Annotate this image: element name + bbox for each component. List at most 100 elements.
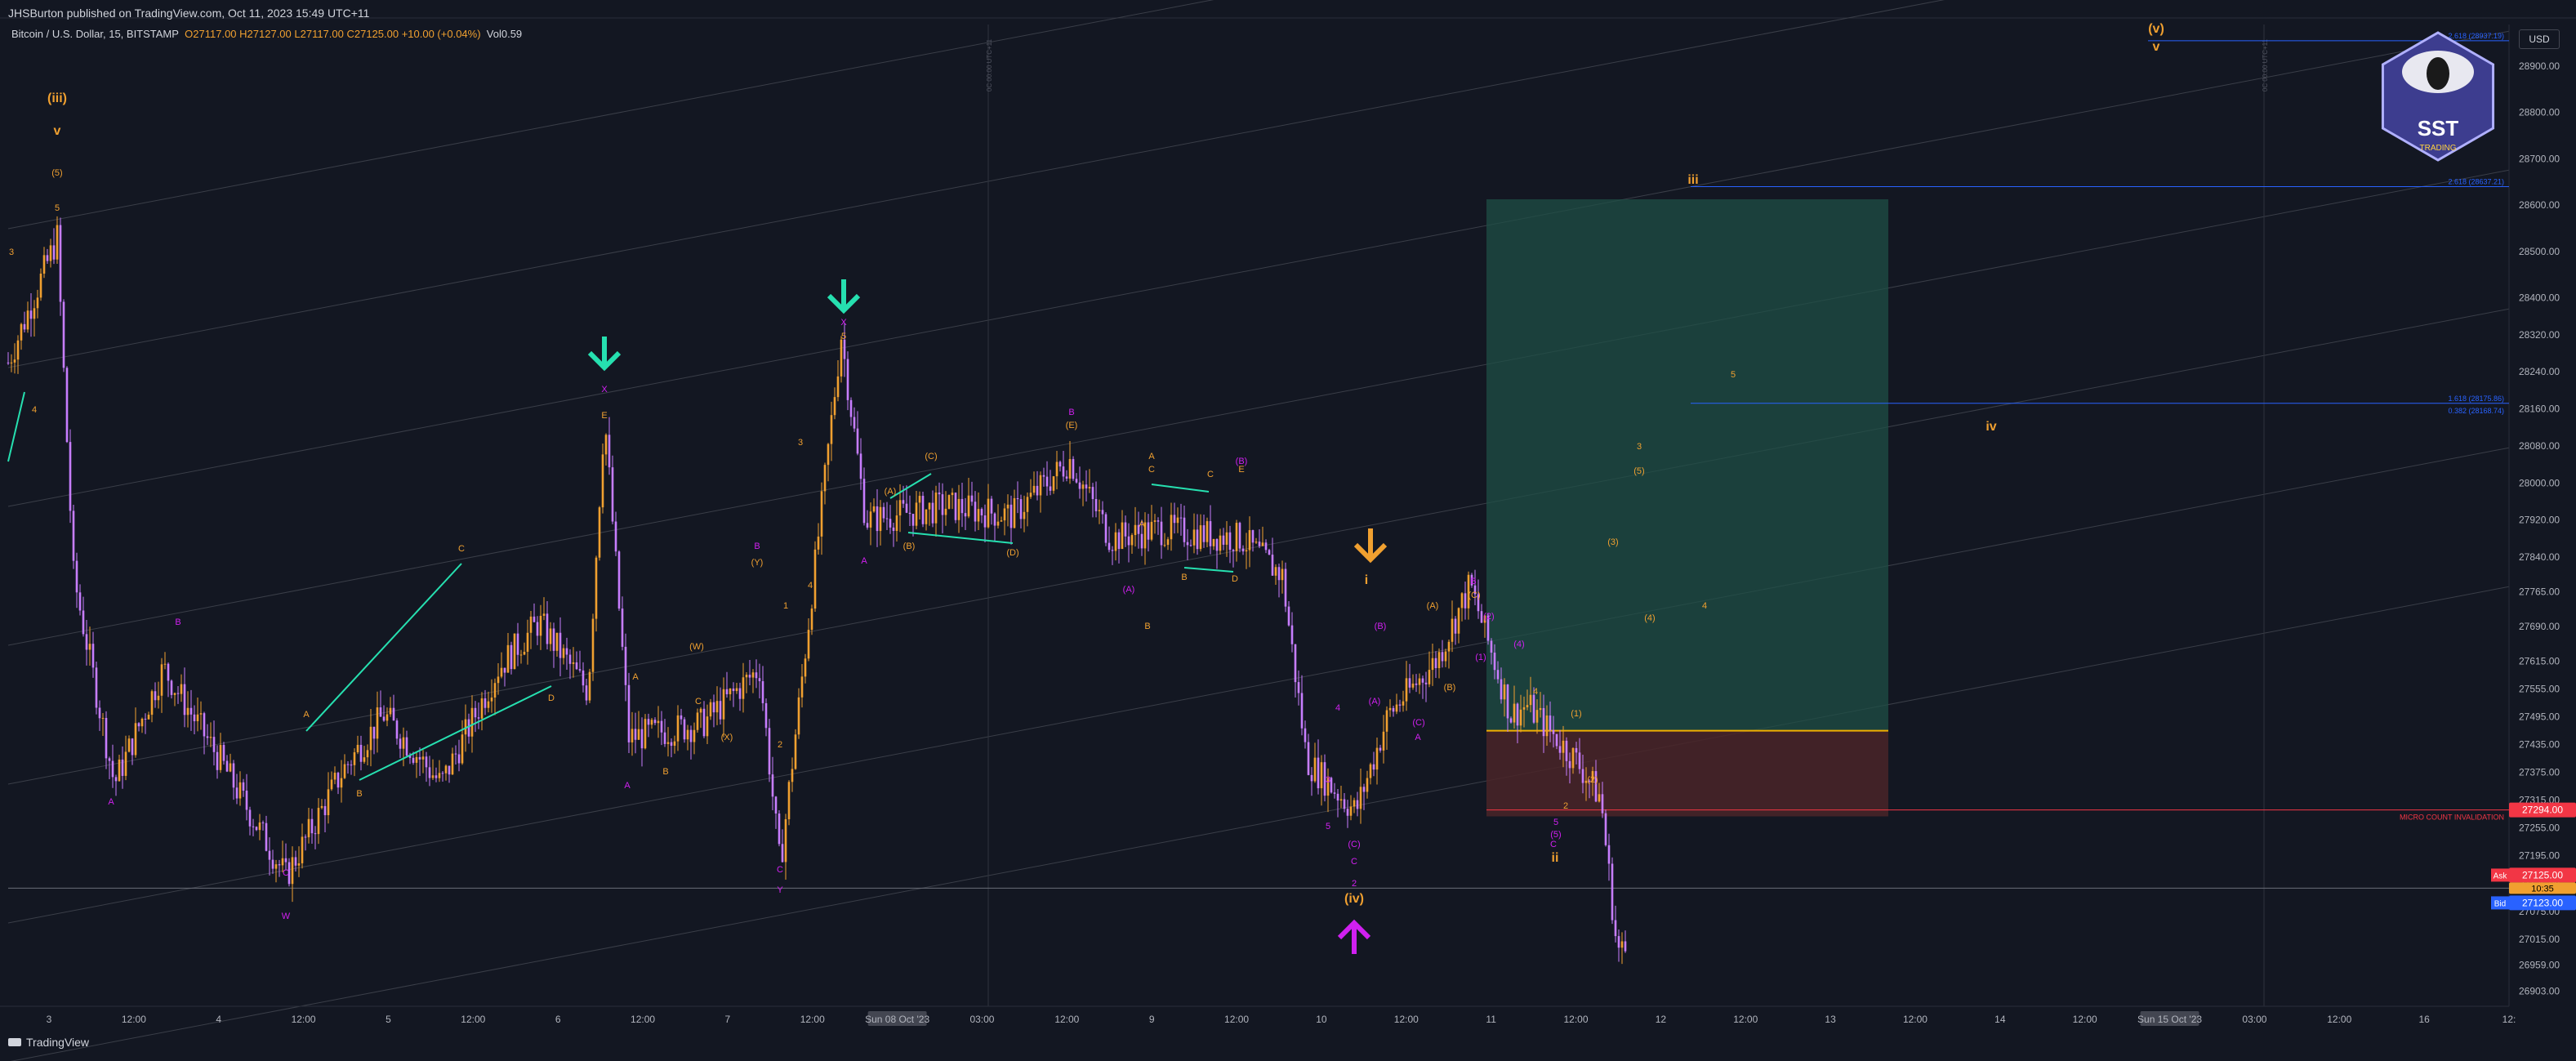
candle-body xyxy=(823,465,827,492)
candle-body xyxy=(1460,593,1464,609)
candle-body xyxy=(719,701,722,720)
candle xyxy=(75,552,78,609)
candle xyxy=(399,733,402,758)
candle xyxy=(1395,693,1398,715)
candle xyxy=(1019,494,1023,529)
candle xyxy=(591,613,595,681)
candle-body xyxy=(212,737,216,752)
candle xyxy=(435,767,438,782)
candle-body xyxy=(1506,684,1509,719)
candle-body xyxy=(369,726,372,751)
candle xyxy=(1607,833,1611,881)
volume-value: Vol0.59 xyxy=(486,28,523,40)
candle-body xyxy=(490,697,493,702)
candle xyxy=(36,289,39,319)
candle xyxy=(121,746,124,789)
candle-body xyxy=(902,500,905,504)
candle-body xyxy=(608,435,611,468)
candle xyxy=(330,771,333,791)
candle-body xyxy=(1611,863,1614,921)
candle-body xyxy=(967,495,970,517)
candle xyxy=(59,217,62,316)
candle xyxy=(1032,471,1036,496)
candle xyxy=(1219,528,1222,555)
candle xyxy=(137,722,140,732)
candle-body xyxy=(699,708,702,713)
y-tick-label: 27555.00 xyxy=(2519,684,2560,695)
candle-body xyxy=(1480,611,1483,623)
candle xyxy=(425,751,428,782)
candle-body xyxy=(386,714,389,721)
candle-body xyxy=(1121,522,1124,550)
candle-body xyxy=(497,676,500,684)
candle xyxy=(1549,701,1552,742)
candle-body xyxy=(16,340,20,360)
candle-body xyxy=(1496,670,1500,680)
candle-body xyxy=(555,632,559,651)
wave-label-13: W xyxy=(282,912,291,921)
tradingview-footer[interactable]: TradingView xyxy=(8,1036,89,1049)
candle xyxy=(800,664,804,708)
wave-label-73: (5) xyxy=(1550,830,1561,840)
candle xyxy=(193,705,196,734)
candle-body xyxy=(255,827,258,831)
candle xyxy=(1575,742,1578,765)
logo-badger-stripe xyxy=(2427,57,2449,90)
candle xyxy=(1349,795,1353,821)
candle xyxy=(1055,450,1058,490)
candle-body xyxy=(294,857,297,866)
symbol-legend[interactable]: Bitcoin / U.S. Dollar, 15, BITSTAMP O271… xyxy=(11,28,522,40)
candle-body xyxy=(572,662,575,664)
candle-body xyxy=(1362,787,1366,792)
candle xyxy=(827,443,830,482)
bid-label: Bid xyxy=(2494,899,2506,908)
candle-body xyxy=(1522,707,1526,710)
x-tick-label: 12:00 xyxy=(2327,1014,2351,1025)
candle-body xyxy=(1349,806,1353,816)
candle-body xyxy=(88,644,91,650)
candle xyxy=(559,617,562,676)
candle xyxy=(1297,670,1300,706)
session-marker-label: 0C 00:00 UTC+11 xyxy=(986,38,993,91)
candle-body xyxy=(461,734,464,764)
currency-button[interactable]: USD xyxy=(2519,29,2560,49)
candle xyxy=(114,774,118,796)
candle xyxy=(1408,663,1411,693)
candle-body xyxy=(542,613,546,616)
publish-line: JHSBurton published on TradingView.com, … xyxy=(8,7,370,20)
x-tick-label: 11 xyxy=(1486,1014,1496,1025)
trendline xyxy=(7,391,25,462)
candle-body xyxy=(1379,747,1382,751)
candle-body xyxy=(232,763,235,788)
candle xyxy=(222,742,225,765)
candle xyxy=(1307,733,1310,776)
candle xyxy=(895,500,898,542)
candle xyxy=(872,498,876,513)
candle xyxy=(719,687,722,724)
candle xyxy=(1320,755,1323,806)
candle xyxy=(487,691,490,713)
x-tick-label: 5 xyxy=(386,1014,391,1025)
candle xyxy=(160,658,163,713)
y-tick-label: 28500.00 xyxy=(2519,246,2560,257)
candle-body xyxy=(908,512,911,515)
candle xyxy=(673,735,676,754)
candle xyxy=(859,438,862,490)
candle xyxy=(526,619,529,665)
candle-body xyxy=(774,796,778,814)
candle xyxy=(189,689,193,731)
candle xyxy=(310,809,314,845)
wave-label-33: (A) xyxy=(885,487,897,497)
candle xyxy=(1424,671,1428,702)
candle xyxy=(1117,528,1121,564)
candle-body xyxy=(889,519,892,528)
candle xyxy=(444,764,448,781)
x-tick-highlight xyxy=(2140,1011,2199,1026)
wave-label-10: C xyxy=(458,544,465,554)
candle xyxy=(784,814,787,880)
candle-body xyxy=(1029,493,1032,497)
wave-label-15: E xyxy=(601,411,607,421)
candle xyxy=(1372,751,1375,777)
candle xyxy=(78,584,82,616)
